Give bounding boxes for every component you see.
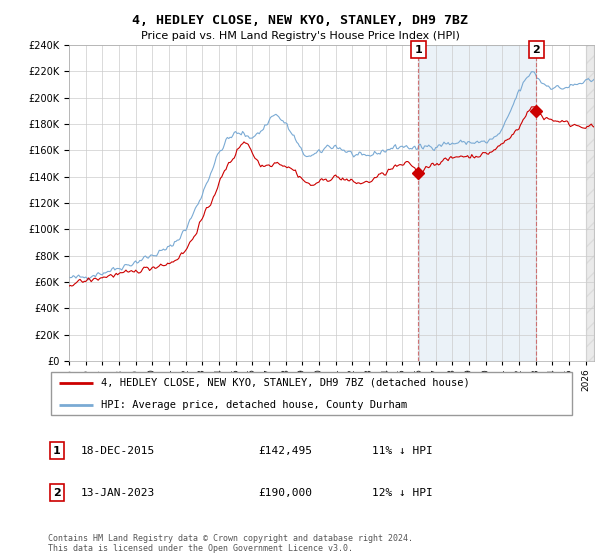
FancyBboxPatch shape (50, 372, 572, 415)
Text: 2: 2 (53, 488, 61, 498)
Text: £190,000: £190,000 (258, 488, 312, 498)
Text: £142,495: £142,495 (258, 446, 312, 456)
Text: 13-JAN-2023: 13-JAN-2023 (81, 488, 155, 498)
Text: 4, HEDLEY CLOSE, NEW KYO, STANLEY, DH9 7BZ (detached house): 4, HEDLEY CLOSE, NEW KYO, STANLEY, DH9 7… (101, 378, 470, 388)
Bar (586, 45, 594, 361)
Text: HPI: Average price, detached house, County Durham: HPI: Average price, detached house, Coun… (101, 400, 407, 410)
Text: 4, HEDLEY CLOSE, NEW KYO, STANLEY, DH9 7BZ: 4, HEDLEY CLOSE, NEW KYO, STANLEY, DH9 7… (132, 14, 468, 27)
Text: 12% ↓ HPI: 12% ↓ HPI (372, 488, 433, 498)
Bar (418, 45, 536, 361)
Text: 18-DEC-2015: 18-DEC-2015 (81, 446, 155, 456)
Text: 2: 2 (532, 45, 540, 55)
Text: Price paid vs. HM Land Registry's House Price Index (HPI): Price paid vs. HM Land Registry's House … (140, 31, 460, 41)
Text: 1: 1 (415, 45, 422, 55)
Text: 1: 1 (53, 446, 61, 456)
Text: 11% ↓ HPI: 11% ↓ HPI (372, 446, 433, 456)
Text: Contains HM Land Registry data © Crown copyright and database right 2024.
This d: Contains HM Land Registry data © Crown c… (48, 534, 413, 553)
